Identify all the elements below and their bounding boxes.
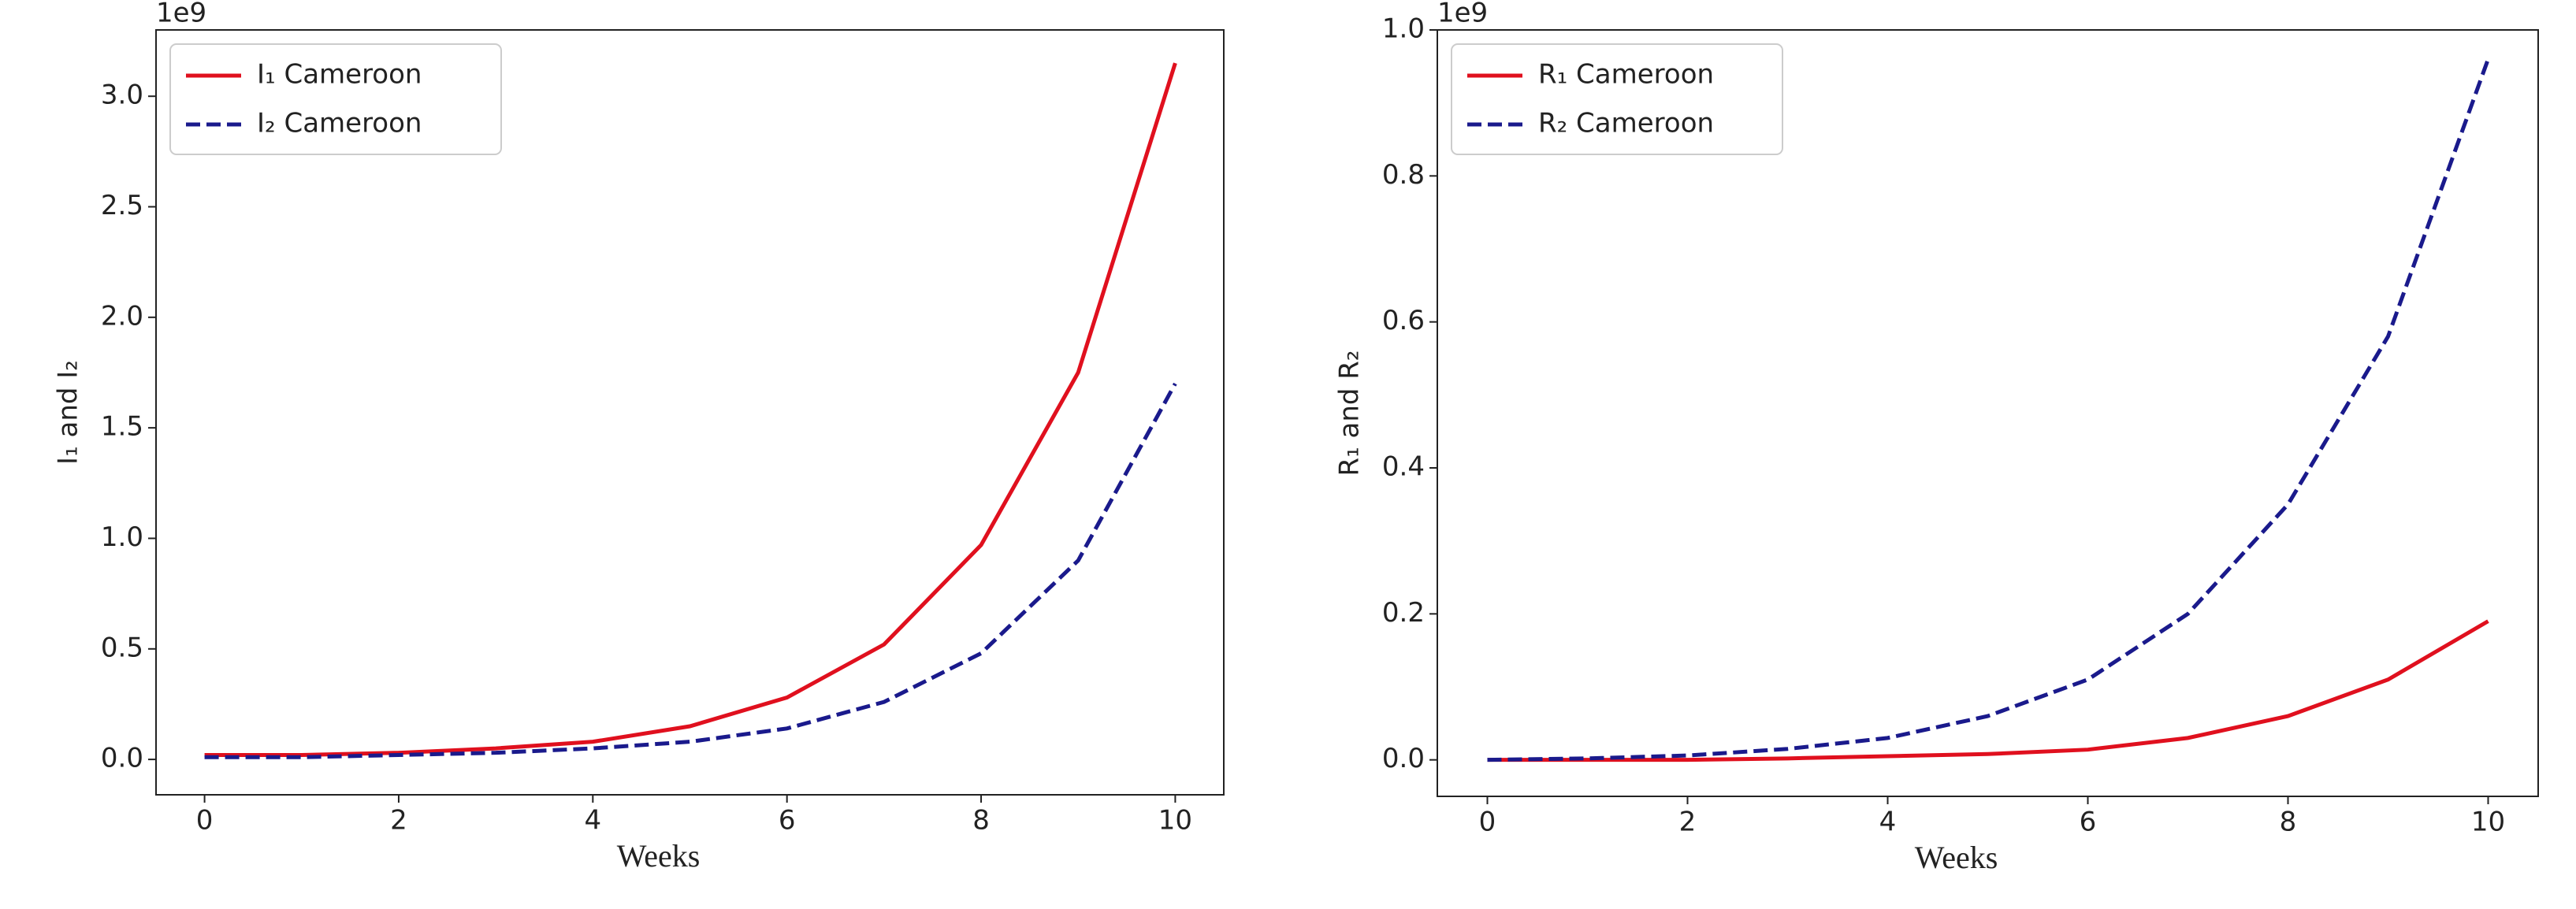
- x-tick-label: 10: [2471, 807, 2505, 838]
- x-tick-label: 6: [779, 805, 796, 837]
- y-tick-label: 0.4: [1382, 451, 1425, 483]
- x-tick-label: 6: [2080, 807, 2097, 838]
- x-tick-label: 0: [196, 805, 214, 837]
- legend-label: R₂ Cameroon: [1538, 108, 1714, 139]
- y-tick-label: 0.0: [1382, 743, 1425, 774]
- x-tick-label: 2: [390, 805, 407, 837]
- y-axis-label: I₁ and I₂: [53, 360, 84, 465]
- legend-box: [169, 43, 502, 155]
- subplot: 0 2 4 6 8 10 0.0 0.5 1.0 1.5 2.0 2.5 3.0 1e9 Weeks I₁ a…: [53, 0, 1225, 874]
- x-tick-label: 4: [1879, 807, 1897, 838]
- y-tick-label: 0.2: [1382, 597, 1425, 629]
- plot-area: [155, 29, 1225, 796]
- legend-box: [1451, 43, 1783, 155]
- x-tick-label: 8: [972, 805, 990, 837]
- offset-text: 1e9: [1437, 0, 1488, 29]
- plot-area: [1437, 29, 2539, 797]
- x-tick-label: 8: [2280, 807, 2297, 838]
- x-tick-label: 4: [584, 805, 601, 837]
- y-tick-label: 0.8: [1382, 159, 1425, 191]
- x-axis-label: Weeks: [617, 838, 701, 874]
- y-tick-label: 3.0: [101, 80, 143, 111]
- subplot: 0 2 4 6 8 10 0.0 0.2 0.4 0.6 0.8 1.0 1e9 Weeks R₁ and …: [1334, 0, 2539, 875]
- x-axis-label: Weeks: [1915, 840, 1998, 875]
- y-tick-label: 0.0: [101, 743, 143, 774]
- y-tick-label: 1.0: [1382, 13, 1425, 45]
- y-tick-label: 0.6: [1382, 305, 1425, 336]
- y-tick-label: 2.5: [101, 190, 143, 221]
- series-line: [1487, 619, 2489, 762]
- y-tick-label: 0.5: [101, 632, 143, 663]
- y-tick-label: 1.0: [101, 521, 143, 553]
- legend-label: R₁ Cameroon: [1538, 59, 1714, 91]
- x-tick-label: 2: [1679, 807, 1697, 838]
- y-axis-label: R₁ and R₂: [1334, 350, 1366, 476]
- x-tick-label: 0: [1479, 807, 1496, 838]
- series-line: [204, 62, 1177, 757]
- legend-label: I₂ Cameroon: [257, 108, 422, 139]
- x-tick-label: 10: [1158, 805, 1192, 837]
- offset-text: 1e9: [156, 0, 206, 29]
- y-tick-label: 2.0: [101, 300, 143, 332]
- y-tick-label: 1.5: [101, 411, 143, 443]
- series-line: [1487, 58, 2490, 762]
- legend-label: I₁ Cameroon: [257, 59, 422, 91]
